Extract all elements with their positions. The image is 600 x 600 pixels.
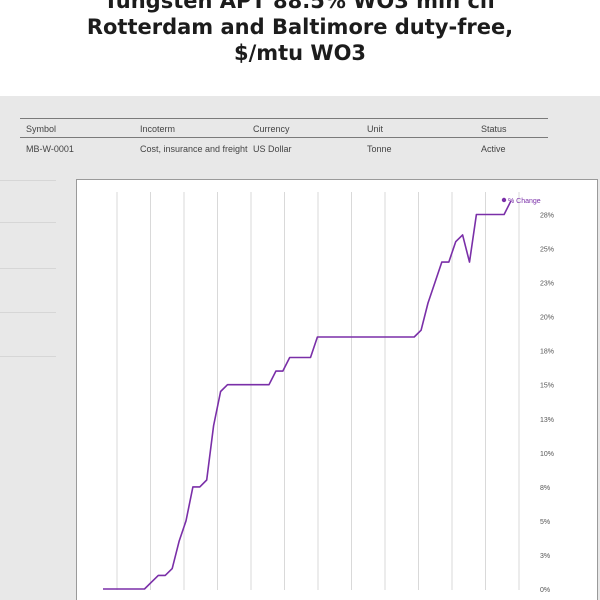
incoterm-header: Incoterm — [140, 124, 176, 134]
chart-y-tick-label: 18% — [540, 349, 554, 356]
page-title-line-1: Tungsten APT 88.5% WO3 min cif — [103, 0, 497, 13]
chart-y-tick-label: 5% — [540, 519, 550, 526]
page-title-line-2: Rotterdam and Baltimore duty-free, — [86, 15, 514, 39]
symbol-header: Symbol — [26, 124, 57, 134]
table-top-rule — [20, 118, 548, 119]
chart-legend-label: % Change — [508, 198, 541, 205]
symbol-value: MB-W-0001 — [26, 144, 74, 154]
chart-y-tick-label: 28% — [540, 212, 554, 219]
incoterm-value: Cost, insurance and freight — [140, 144, 248, 154]
unit-header: Unit — [367, 124, 384, 134]
chart-legend-marker — [501, 197, 507, 203]
currency-value: US Dollar — [253, 144, 292, 154]
status-value: Active — [481, 144, 506, 154]
currency-header: Currency — [253, 124, 290, 134]
chart-y-tick-label: 10% — [540, 451, 554, 458]
status-header: Status — [481, 124, 507, 134]
chart-y-tick-label: 20% — [540, 315, 554, 322]
page-title-line-3: $/mtu WO3 — [233, 41, 367, 65]
chart-y-tick-label: 3% — [540, 553, 550, 560]
chart-y-tick-label: 15% — [540, 383, 554, 390]
header-rule — [20, 137, 548, 138]
chart-y-tick-label: 0% — [540, 587, 550, 594]
chart-y-tick-label: 8% — [540, 485, 550, 492]
page-title: Tungsten APT 88.5% WO3 min cif Rotterdam… — [0, 0, 600, 96]
chart-svg: 0% 3% 5% 8% 10% 13% 15% 18% 20% 23% 25% 28% % Change — [103, 192, 554, 594]
percent-change-chart: 0% 3% 5% 8% 10% 13% 15% 18% 20% 23% 25% 28% % Change — [76, 179, 598, 600]
chart-series-line-percent-change — [103, 200, 512, 590]
unit-value: Tonne — [367, 144, 392, 154]
chart-y-tick-label: 23% — [540, 281, 554, 288]
chart-y-tick-label: 13% — [540, 417, 554, 424]
chart-y-tick-label: 25% — [540, 247, 554, 254]
